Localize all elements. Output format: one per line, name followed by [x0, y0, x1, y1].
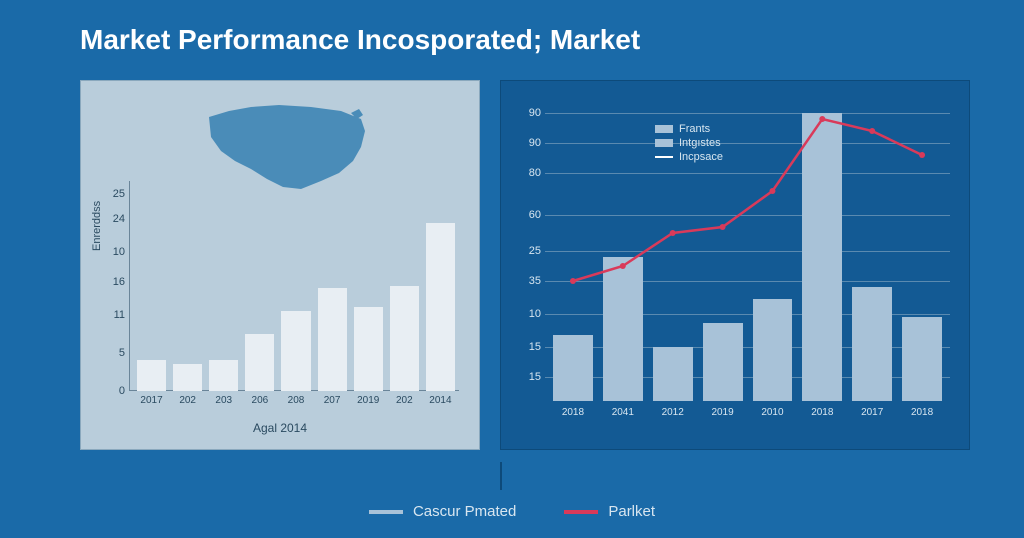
- right-xtick: 2012: [653, 407, 693, 418]
- right-xticks: 2018 2041 2012 2019 2010 2018 2017 2018: [553, 407, 942, 418]
- right-bar: [653, 347, 693, 401]
- right-ytick: 80: [529, 167, 541, 179]
- left-xtick: 208: [281, 395, 310, 406]
- left-xtick: 202: [390, 395, 419, 406]
- right-xtick: 2018: [902, 407, 942, 418]
- left-bar: [426, 223, 455, 391]
- bottom-legend-item: Parlket: [564, 503, 655, 520]
- left-xtick: 2014: [426, 395, 455, 406]
- left-ytick: 0: [119, 385, 125, 397]
- right-bars: [553, 101, 942, 401]
- right-ytick: 15: [529, 371, 541, 383]
- legend-label: Frants: [679, 123, 710, 135]
- left-bar: [173, 364, 202, 391]
- right-xtick: 2018: [802, 407, 842, 418]
- right-inner-legend: Frants Intgıstes Incpsace: [655, 123, 723, 165]
- left-panel: Enrerddss 051116102425 20172022032062082…: [80, 80, 480, 450]
- right-ytick: 25: [529, 245, 541, 257]
- left-bar: [390, 286, 419, 391]
- left-bars: [137, 181, 455, 391]
- legend-swatch: [369, 510, 403, 514]
- left-xticks: 2017 202 203 206 208 207 2019 202 2014: [137, 395, 455, 406]
- left-xtick: 207: [318, 395, 347, 406]
- left-bar: [209, 360, 238, 392]
- left-y-axis: [129, 181, 130, 391]
- left-xtick: 2017: [137, 395, 166, 406]
- legend-item: Frants: [655, 123, 723, 135]
- left-chart-area: 051116102425 201720220320620820720192022…: [129, 181, 459, 391]
- left-xtick: 202: [173, 395, 202, 406]
- right-bar: [603, 257, 643, 401]
- right-xtick: 2018: [553, 407, 593, 418]
- legend-label: Incpsace: [679, 151, 723, 163]
- right-bar: [753, 299, 793, 401]
- left-xtick: 206: [245, 395, 274, 406]
- bottom-legend-item: Cascur Pmated: [369, 503, 516, 520]
- right-bar: [703, 323, 743, 401]
- legend-item: Intgıstes: [655, 137, 723, 149]
- legend-label: Intgıstes: [679, 137, 721, 149]
- left-y-axis-label: Enrerddss: [91, 201, 103, 251]
- right-ytick: 60: [529, 209, 541, 221]
- left-xtick: 203: [209, 395, 238, 406]
- right-panel: 909080602535101515 201820412012201920102…: [500, 80, 970, 450]
- right-ytick: 90: [529, 137, 541, 149]
- chart-panels: Enrerddss 051116102425 20172022032062082…: [0, 56, 1024, 450]
- left-ytick: 25: [113, 188, 125, 200]
- bottom-legend: Cascur Pmated Parlket: [0, 503, 1024, 520]
- right-bar: [553, 335, 593, 401]
- left-xtick: 2019: [354, 395, 383, 406]
- left-bar: [137, 360, 166, 392]
- left-ytick: 24: [113, 213, 125, 225]
- right-xtick: 2010: [753, 407, 793, 418]
- legend-label: Cascur Pmated: [413, 503, 516, 520]
- right-xtick: 2019: [703, 407, 743, 418]
- us-map-icon: [201, 99, 371, 194]
- right-ytick: 90: [529, 107, 541, 119]
- right-xtick: 2017: [852, 407, 892, 418]
- left-ytick: 11: [114, 309, 125, 321]
- right-bar: [902, 317, 942, 401]
- left-x-axis-label: Agal 2014: [81, 421, 479, 435]
- legend-label: Parlket: [608, 503, 655, 520]
- left-bar: [318, 288, 347, 391]
- left-bar: [354, 307, 383, 391]
- right-bar: [852, 287, 892, 401]
- left-ytick: 16: [113, 276, 125, 288]
- left-ytick: 5: [119, 347, 125, 359]
- page-title: Market Performance Incosporated; Market: [0, 0, 1024, 56]
- legend-swatch: [564, 510, 598, 514]
- right-chart-area: 909080602535101515 201820412012201920102…: [545, 101, 950, 401]
- right-xtick: 2041: [603, 407, 643, 418]
- right-ytick: 35: [529, 275, 541, 287]
- right-ytick: 15: [529, 341, 541, 353]
- left-bar: [281, 311, 310, 391]
- right-ytick: 10: [529, 308, 541, 320]
- left-bar: [245, 334, 274, 391]
- connector-line: [500, 462, 502, 490]
- legend-item: Incpsace: [655, 151, 723, 163]
- right-bar: [802, 113, 842, 401]
- left-ytick: 10: [113, 246, 125, 258]
